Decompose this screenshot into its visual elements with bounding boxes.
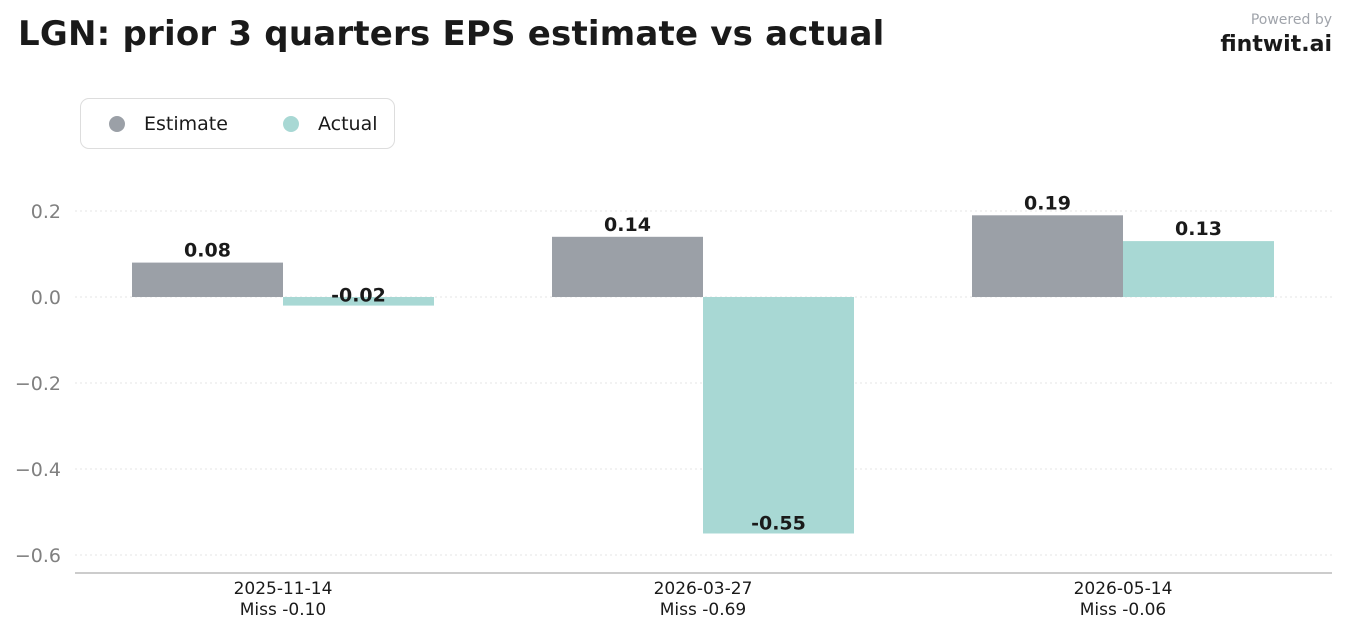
bar-actual-2025-11-14 [283,297,434,306]
y-tick-label: 0.0 [31,287,61,309]
x-tick-sublabel: Miss -0.06 [1080,600,1167,620]
data-label-estimate: 0.08 [184,240,231,262]
x-tick-label: 2026-03-27 [654,579,753,599]
y-tick-label: −0.2 [15,373,61,395]
x-tick-sublabel: Miss -0.69 [660,600,747,620]
legend-item-estimate: Estimate [109,99,228,148]
powered-by-label: Powered by [1250,12,1332,28]
legend-estimate-label: Estimate [144,112,228,135]
bar-actual-2026-03-27 [703,297,854,534]
y-tick-label: 0.2 [31,201,61,223]
legend-actual-swatch [283,115,299,132]
bar-estimate-2026-05-14 [972,215,1123,297]
x-tick-label: 2025-11-14 [234,579,333,599]
bar-actual-2026-05-14 [1123,241,1274,297]
data-label-estimate: 0.14 [604,214,651,236]
data-label-estimate: 0.19 [1024,192,1071,214]
legend-actual-label: Actual [318,112,378,135]
data-label-actual: -0.55 [751,513,806,535]
bar-estimate-2025-11-14 [132,262,283,297]
x-tick-label: 2026-05-14 [1074,579,1173,599]
legend-item-actual: Actual [283,99,378,148]
data-label-actual: -0.02 [331,285,386,307]
chart-title: LGN: prior 3 quarters EPS estimate vs ac… [18,14,885,54]
y-tick-label: −0.4 [15,459,61,481]
data-label-actual: 0.13 [1175,218,1222,240]
brand-logo-text: fintwit.ai [1220,32,1332,57]
legend: Estimate Actual [80,98,395,149]
legend-estimate-swatch [109,115,125,132]
x-tick-sublabel: Miss -0.10 [240,600,327,620]
bar-estimate-2026-03-27 [552,236,703,297]
y-tick-label: −0.6 [15,545,61,567]
